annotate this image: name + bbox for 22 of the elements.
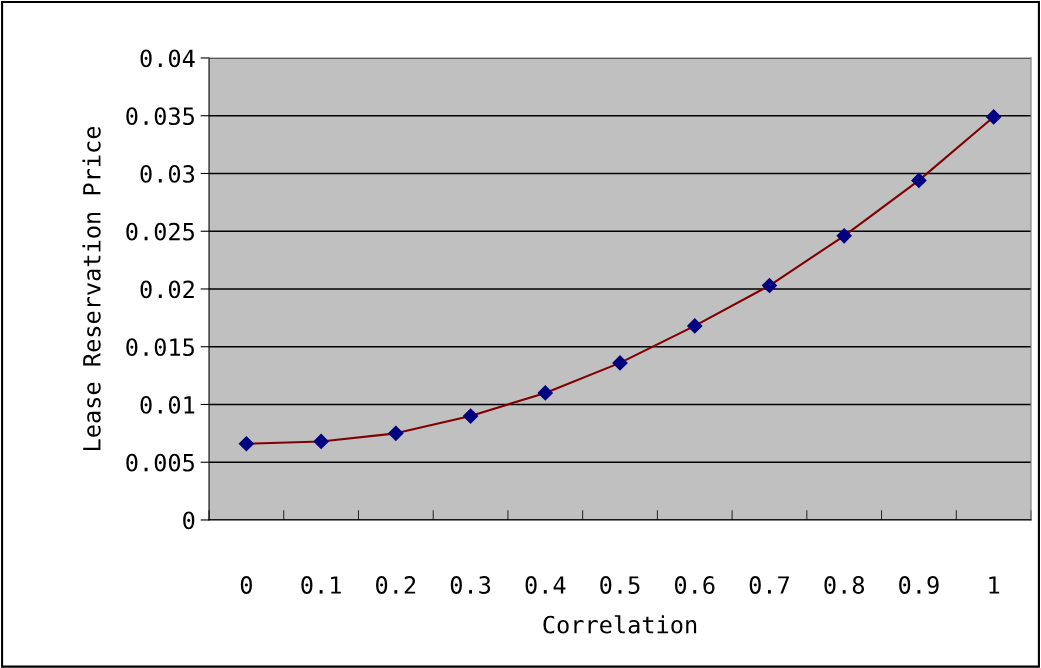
x-tick-label: 0.3 xyxy=(450,576,491,594)
y-tick-label: 0.04 xyxy=(140,49,195,68)
x-tick-label: 0.5 xyxy=(600,576,640,594)
x-tick-label: 0.4 xyxy=(525,576,566,594)
x-tick-label: 0.7 xyxy=(749,576,790,594)
y-tick-label: 0 xyxy=(183,511,195,530)
x-axis-title: Correlation xyxy=(543,615,697,634)
x-tick-label: 0.6 xyxy=(674,576,715,594)
y-tick-label: 0.03 xyxy=(140,164,195,183)
y-tick-label: 0.035 xyxy=(126,107,194,126)
y-tick-label: 0.005 xyxy=(126,453,194,472)
x-tick-label: 0.9 xyxy=(899,576,939,594)
x-tick-label: 0.2 xyxy=(376,576,416,594)
y-tick-label: 0.025 xyxy=(126,222,194,241)
x-tick-label: 0 xyxy=(240,576,252,594)
y-tick-label: 0.015 xyxy=(126,338,194,357)
x-tick-label: 1 xyxy=(989,576,1000,594)
y-axis-title: Lease Reservation Price xyxy=(82,126,101,450)
y-tick-label: 0.02 xyxy=(140,280,194,299)
x-tick-label: 0.8 xyxy=(824,576,865,594)
x-tick-label: 0.1 xyxy=(301,576,341,594)
y-tick-label: 0.01 xyxy=(140,395,195,414)
